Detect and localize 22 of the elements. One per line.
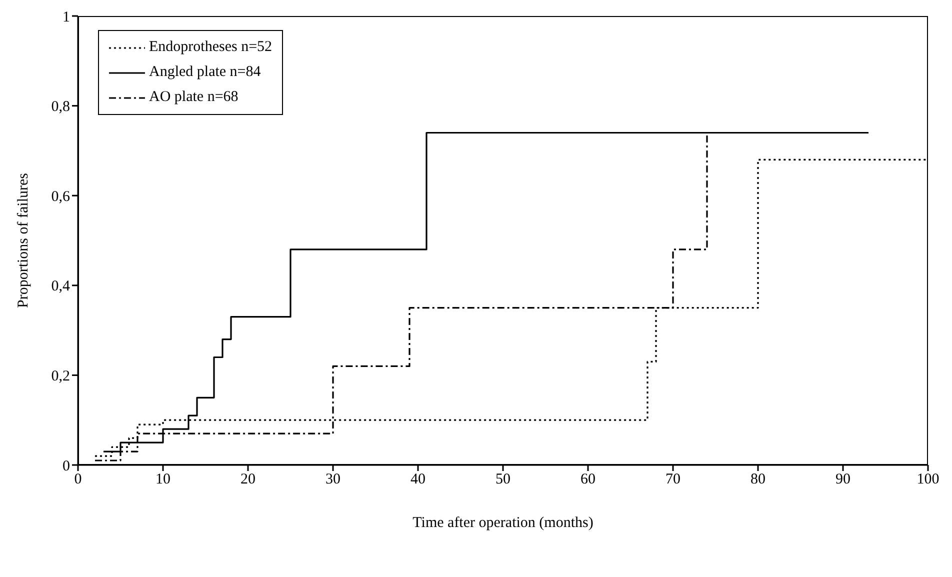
x-tick-label: 90 <box>836 472 850 488</box>
y-tick-label: 0,2 <box>51 368 70 385</box>
y-tick-label: 1 <box>62 9 70 26</box>
x-tick-label: 20 <box>240 472 256 488</box>
y-axis-title: Proportions of failures <box>15 172 32 308</box>
y-tick-label: 0,6 <box>51 188 70 205</box>
x-tick-label: 100 <box>916 472 940 488</box>
x-tick-label: 60 <box>580 472 596 488</box>
x-tick-label: 40 <box>410 472 426 488</box>
legend-label: Endoprotheses n=52 <box>149 38 272 57</box>
x-tick-label: 50 <box>496 472 510 488</box>
x-tick-label: 70 <box>666 472 680 488</box>
x-axis-title: Time after operation (months) <box>412 515 594 531</box>
x-tick-label: 30 <box>326 472 340 488</box>
y-tick-label: 0,8 <box>51 99 70 116</box>
x-tick-label: 10 <box>156 472 170 488</box>
legend-label: Angled plate n=84 <box>149 63 261 82</box>
y-tick-label: 0 <box>62 458 70 474</box>
legend-label: AO plate n=68 <box>149 88 238 107</box>
x-tick-label: 80 <box>750 472 766 488</box>
y-tick-label: 0,4 <box>51 278 70 295</box>
x-tick-label: 0 <box>74 472 82 488</box>
